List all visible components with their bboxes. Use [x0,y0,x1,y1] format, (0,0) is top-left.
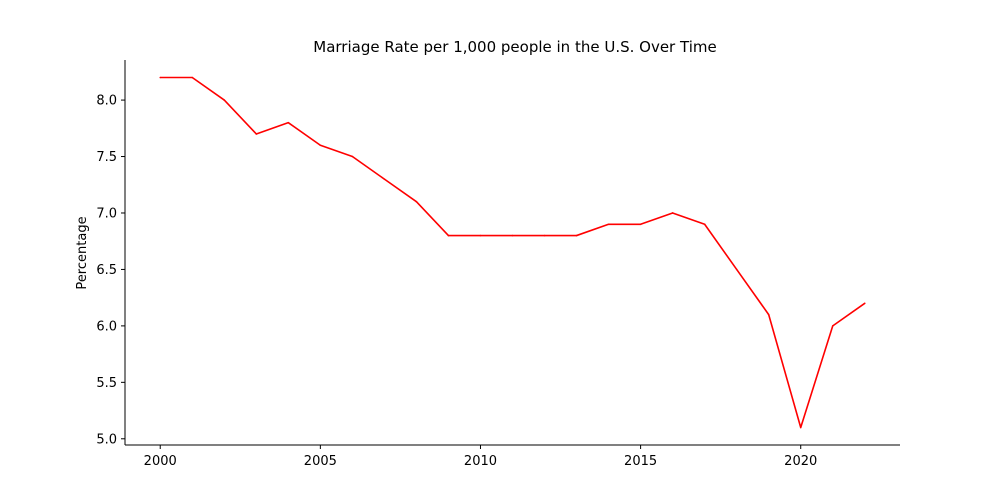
data-point [287,121,290,124]
data-point [639,223,642,226]
data-point [863,302,866,305]
data-point [799,426,802,429]
data-point [543,234,546,237]
data-point [159,76,162,79]
y-tick-label: 5.0 [96,432,117,447]
data-point [223,99,226,101]
y-axis-label: Percentage [75,216,90,289]
x-tick-label: 2005 [304,454,337,469]
data-point [767,313,770,316]
x-tick-label: 2020 [784,454,817,469]
data-point [383,178,386,180]
y-tick-label: 5.5 [96,376,117,391]
y-tick-label: 8.0 [96,94,117,109]
data-point [415,200,418,203]
data-point [255,133,258,135]
data-point [511,234,514,237]
chart-title: Marriage Rate per 1,000 people in the U.… [313,38,716,56]
data-point [703,223,706,226]
data-point [607,223,610,226]
data-point [351,155,354,158]
y-tick-label: 6.5 [96,263,117,278]
data-point [831,325,834,327]
x-axis-ticks: 2000 2005 2010 2015 2020 [144,445,817,469]
y-tick-label: 6.0 [96,319,117,334]
x-tick-label: 2000 [144,454,177,469]
y-tick-label: 7.5 [96,150,117,165]
data-point [671,212,674,214]
data-point [319,144,322,147]
data-point [447,234,450,237]
data-point [575,234,578,237]
data-point [479,234,482,237]
y-axis-ticks: 5.0 5.5 6.0 6.5 7.0 7.5 8.0 [96,94,125,447]
series-layer [159,76,866,429]
series-line [160,76,866,429]
data-point [735,268,738,271]
y-tick-label: 7.0 [96,206,117,221]
x-tick-label: 2010 [464,454,497,469]
x-tick-label: 2015 [624,454,657,469]
data-point [191,76,194,79]
